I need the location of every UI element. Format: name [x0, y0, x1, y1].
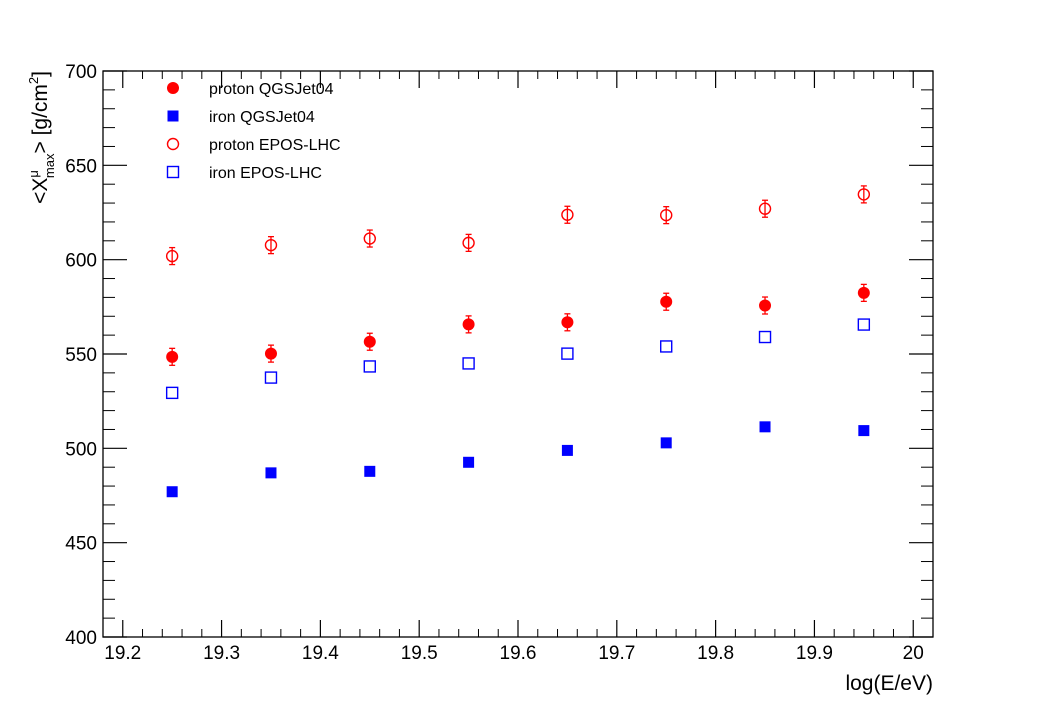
x-tick-label: 19.5	[401, 643, 438, 664]
data-point	[759, 299, 772, 312]
x-tick-label: 19.4	[302, 643, 339, 664]
x-tick-label: 20	[903, 643, 924, 664]
data-point	[166, 486, 178, 498]
data-point	[166, 350, 179, 363]
y-title-prefix: <X	[29, 178, 52, 204]
y-title-unit-superscript: 2	[26, 77, 41, 84]
x-tick-label: 19.7	[598, 643, 635, 664]
x-tick-label: 19.3	[203, 643, 240, 664]
series-proton-epos-lhc	[165, 185, 871, 266]
x-tick-label: 19.8	[697, 643, 734, 664]
y-tick-label: 650	[65, 156, 97, 177]
data-point	[660, 437, 672, 449]
y-tick-label: 700	[65, 62, 97, 83]
series-iron-epos-lhc	[165, 318, 871, 400]
data-point	[660, 340, 673, 353]
data-point	[758, 330, 772, 344]
axes: 19.2 19.3 19.4 19.5 19.6 19.7 19.8 19.9 20 400 450…	[65, 62, 934, 664]
series-proton-qgsjet04	[166, 283, 870, 366]
data-point	[561, 316, 574, 329]
data-point	[462, 236, 475, 250]
x-tick-label: 19.6	[500, 643, 537, 664]
data-point	[858, 425, 870, 437]
legend-marker	[166, 165, 180, 179]
legend-marker	[167, 82, 179, 94]
y-title-suffix: > [g/cm	[29, 84, 52, 153]
x-tick-label: 19.9	[796, 643, 833, 664]
data-point	[561, 444, 573, 456]
y-title-close: ]	[29, 71, 52, 77]
data-point	[363, 360, 376, 373]
y-tick-label: 500	[65, 439, 97, 460]
y-tick-label: 600	[65, 251, 97, 272]
x-axis-title: log(E/eV)	[845, 672, 933, 695]
data-point	[363, 232, 376, 245]
data-point	[758, 202, 772, 215]
legend-label: proton QGSJet04	[209, 81, 334, 98]
data-point	[265, 467, 277, 479]
data-point	[363, 335, 376, 348]
legend-marker	[167, 110, 179, 122]
y-tick-label: 550	[65, 345, 97, 366]
x-tick-label: 19.2	[104, 643, 141, 664]
data-point	[857, 318, 871, 331]
legend-label: proton EPOS-LHC	[209, 137, 341, 154]
series-iron-qgsjet04	[166, 421, 870, 498]
data-point	[165, 249, 179, 263]
data-point	[759, 421, 771, 433]
data-point	[462, 318, 475, 331]
data-point	[364, 465, 376, 477]
y-tick-label: 400	[65, 628, 97, 649]
data-point	[561, 347, 574, 360]
legend: proton QGSJet04 iron QGSJet04 proton EPOS-…	[166, 81, 341, 182]
y-tick-label: 450	[65, 534, 97, 555]
data-point	[462, 357, 475, 370]
data-point	[463, 456, 475, 468]
legend-marker	[166, 137, 180, 151]
data-point	[264, 371, 278, 384]
data-point	[264, 347, 277, 360]
y-title-subscript: max	[42, 153, 57, 178]
data-point	[165, 386, 179, 400]
legend-label: iron EPOS-LHC	[209, 165, 322, 182]
legend-label: iron QGSJet04	[209, 109, 315, 126]
data-point	[660, 295, 673, 308]
data-point	[857, 286, 870, 299]
y-axis-title: <Xμmax> [g/cm2]	[26, 71, 57, 204]
data-point	[561, 208, 574, 221]
y-title-superscript: μ	[26, 170, 41, 178]
data-point	[264, 238, 278, 252]
data-point	[857, 188, 871, 201]
series-layer	[165, 185, 871, 498]
data-point	[660, 208, 673, 222]
plot-frame	[102, 70, 934, 638]
